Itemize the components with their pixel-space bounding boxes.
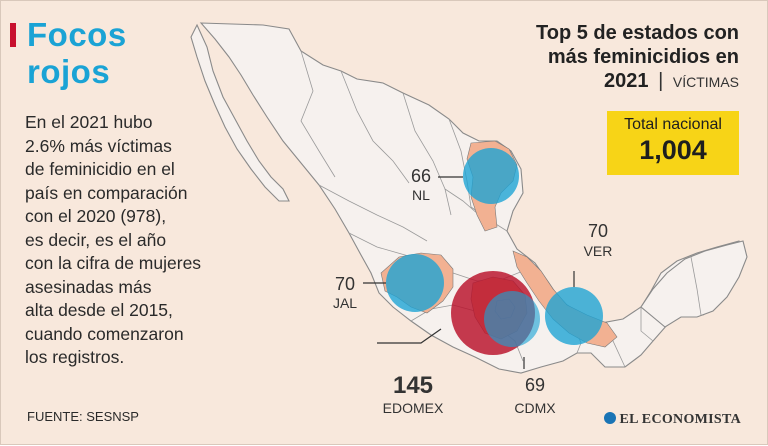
description-line: 2.6% más víctimas	[25, 135, 172, 156]
description-line: asesinadas más	[25, 276, 152, 297]
description-line: de feminicidio en el	[25, 159, 175, 179]
page-title: Focos rojos	[27, 16, 127, 90]
total-box: Total nacional 1,004	[607, 111, 739, 175]
label-nl-value: 66	[411, 166, 431, 186]
total-label: Total nacional	[624, 116, 722, 133]
bubble-jal	[386, 254, 444, 312]
bubble-cdmx	[484, 291, 540, 347]
headline-line-3: 2021 | VÍCTIMAS	[459, 69, 739, 94]
headline: Top 5 de estados con más feminicidios en…	[459, 21, 739, 94]
label-ver-name: VER	[584, 243, 613, 259]
headline-separator: |	[658, 70, 664, 92]
label-ver-value: 70	[588, 221, 608, 241]
value-bubbles	[386, 148, 603, 355]
description-line: los registros.	[25, 347, 125, 367]
brand-logo: EL ECONOMISTA	[603, 412, 742, 428]
headline-line-1: Top 5 de estados con	[536, 22, 739, 44]
description-line: con el 2020 (978),	[25, 206, 167, 226]
label-cdmx-value: 69	[525, 375, 545, 395]
label-jal-name: JAL	[333, 295, 357, 311]
description-line: En el 2021 hubo	[25, 112, 153, 132]
description-line: alta desde el 2015,	[25, 300, 173, 320]
headline-year: 2021	[604, 70, 649, 92]
title-accent-bar	[10, 23, 16, 47]
baja-california-outline	[190, 23, 290, 202]
headline-unit: VÍCTIMAS	[672, 74, 739, 90]
bubble-nl	[463, 148, 519, 204]
description-line: país en comparación	[25, 182, 188, 203]
source-text: FUENTE: SESNSP	[27, 409, 139, 424]
bubble-ver	[545, 287, 603, 345]
leader-lines	[363, 176, 575, 369]
description-text: En el 2021 hubo 2.6% más víctimas de fem…	[25, 111, 250, 370]
yucatan-outline	[640, 240, 748, 328]
title-line-1: Focos	[27, 16, 127, 53]
label-cdmx-name: CDMX	[514, 400, 556, 416]
description-line: cuando comenzaron	[25, 323, 184, 344]
brand-name: EL ECONOMISTA	[619, 412, 741, 427]
description-line: es decir, es el año	[25, 229, 167, 250]
label-nl-name: NL	[412, 187, 430, 203]
label-edomex-name: EDOMEX	[383, 400, 444, 416]
brand-globe-icon	[603, 412, 616, 424]
label-jal-value: 70	[335, 274, 355, 294]
description-line: con la cifra de mujeres	[25, 253, 202, 273]
headline-line-2: más feminicidios en	[547, 46, 739, 68]
title-line-2: rojos	[27, 53, 111, 90]
total-value: 1,004	[639, 135, 707, 165]
label-edomex-value: 145	[393, 372, 433, 399]
